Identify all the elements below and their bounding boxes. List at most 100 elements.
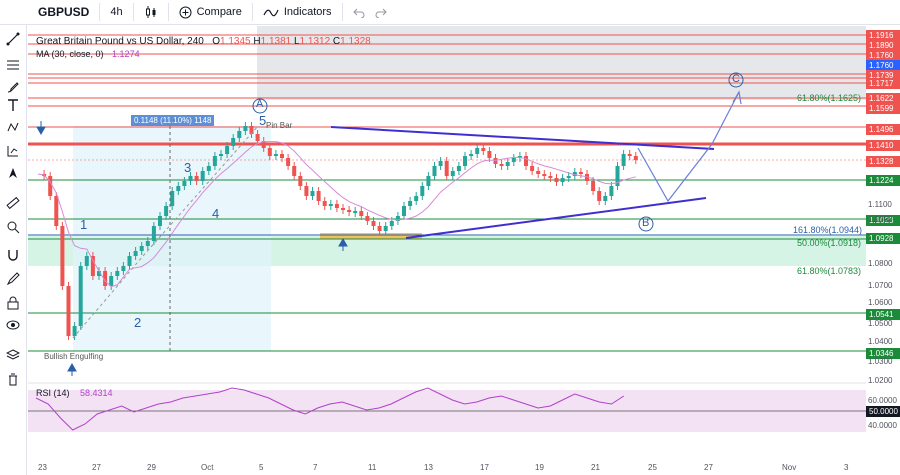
low-label: L [293,36,300,47]
candle-body [609,186,614,196]
eye-icon[interactable] [4,316,22,334]
candle-body [450,171,455,176]
candle-body [231,138,236,146]
candle-body [621,154,626,166]
rsi-label: RSI (14) [36,388,70,398]
ma-line [37,141,636,288]
wave-b-circle [638,216,654,232]
trend-line-icon[interactable] [4,30,22,48]
x-tick-label: 3 [844,463,849,472]
compare-button[interactable]: Compare [179,6,242,19]
indicators-label: Indicators [283,6,332,18]
undo-icon [352,8,364,18]
candle-body [481,148,486,151]
magnet-icon[interactable] [4,246,22,264]
pattern-icon[interactable] [4,118,22,136]
down-arrow-icon [36,121,46,136]
x-tick-label: 27 [92,463,101,472]
fib-icon[interactable] [4,56,22,74]
price-label: 1.1496 [866,124,900,135]
pin-bar-label: Pin Bar [266,121,293,130]
candle-body [286,158,291,166]
up-arrow-icon [67,362,77,376]
candle-body [212,156,217,166]
trash-icon[interactable] [4,370,22,388]
x-tick-label: 13 [424,463,433,472]
candle-body [402,206,406,216]
open-value: 1.1345 [220,36,251,47]
candle-body [60,226,65,286]
wave-3-label: 3 [184,160,192,175]
price-label: 1.1760 [866,50,900,61]
candle-body [292,166,297,176]
candle-body [542,174,547,176]
wave-b-label: B [642,217,650,229]
x-tick-label: 25 [648,463,657,472]
candle-body [298,176,303,186]
wave-a-circle [252,98,268,114]
ma-value: 1.1274 [112,49,140,59]
candle-body [548,176,553,178]
candle-body [109,276,114,286]
zoom-icon[interactable] [4,218,22,236]
candle-body [158,216,162,226]
cursor-arrow-icon[interactable] [4,164,22,182]
rsi-legend: RSI (14) 58.4314 [36,388,113,398]
price-label: 1.1916 [866,30,900,41]
candle-body [591,181,596,191]
undo-button[interactable] [352,6,365,18]
lock-icon[interactable] [4,294,22,312]
indicators-button[interactable]: Indicators [263,6,332,18]
fib-label-3: 50.00%(1.0918) [797,238,862,248]
price-label: 1.1890 [866,40,900,51]
candle-body [103,271,108,286]
candle-body [444,161,449,176]
candle-body [524,156,528,166]
ruler-icon[interactable] [4,194,22,212]
y-tick-label: 1.0500 [868,319,893,328]
candle-body [475,148,480,154]
candle-body [54,196,59,226]
fib-label-1: 61.80%(1.1625) [797,93,862,103]
y-tick-label: 60.0000 [868,396,897,405]
symbol-label[interactable]: GBPUSD [38,5,90,19]
bullish-engulfing-label: Bullish Engulfing [44,352,104,361]
lower-trend-line [405,197,707,239]
price-label: 1.1599 [866,103,900,114]
redo-button[interactable] [375,6,387,18]
candle-body [188,176,193,181]
candle-body [395,216,400,221]
candle-body [530,166,535,171]
candle-body [249,126,254,134]
high-value: 1.1381 [260,36,292,47]
gray-zone [257,26,866,100]
candle-body [78,266,83,326]
candle-body [383,226,388,231]
pencil-lock-icon[interactable] [4,270,22,288]
chart-type-button[interactable] [144,5,158,19]
wave-path [72,125,259,339]
candle-body [334,204,339,208]
wave-4-label: 4 [212,206,220,221]
candle-body [280,154,284,158]
rsi-line [35,387,625,431]
high-label: H [253,36,261,47]
y-tick-label: 1.1100 [868,200,892,209]
candle-body [127,256,132,266]
layers-icon[interactable] [4,346,22,364]
candle-body [121,266,126,271]
candle-body [97,271,101,276]
plus-circle-icon [179,6,192,18]
interval-button[interactable]: 4h [110,6,123,18]
candle-body [194,176,199,181]
candle-body [206,166,211,171]
projection-icon[interactable] [4,142,22,160]
x-tick-label: 29 [147,463,156,472]
chart-title: Great Britain Pound vs US Dollar, 240 [36,36,204,47]
low-value: 1.1312 [299,36,331,47]
brush-icon[interactable] [4,78,22,96]
candle-body [164,206,169,216]
chart-area[interactable] [28,26,866,463]
candle-body [463,156,467,166]
text-icon[interactable] [4,96,22,114]
